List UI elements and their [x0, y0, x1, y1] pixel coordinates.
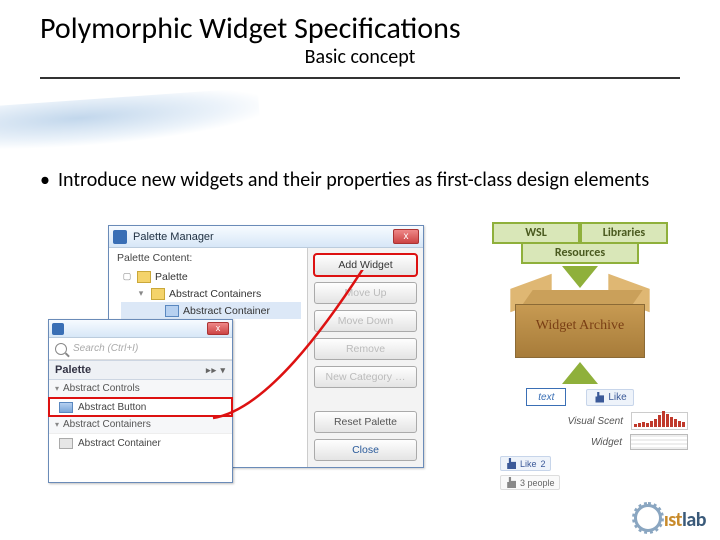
palette-content-label: Palette Content: — [115, 252, 301, 264]
palette-search-panel: x Search (Ctrl+I) Palette ▸▸ ▾ ▾ Abstract… — [48, 319, 233, 483]
chevron-down-icon: ▾ — [55, 384, 59, 393]
chip-libraries: Libraries — [580, 222, 668, 244]
like-button[interactable]: Like — [586, 389, 633, 406]
visual-scent-label: Visual Scent — [568, 416, 623, 427]
category-abstract-containers[interactable]: ▾ Abstract Containers — [49, 416, 232, 434]
tree-root[interactable]: ▢ Palette — [121, 268, 301, 285]
tree-label: Abstract Container — [183, 305, 270, 317]
expander-icon[interactable]: ▢ — [121, 271, 133, 282]
search-panel-titlebar[interactable]: x — [49, 320, 232, 338]
title-underline — [40, 77, 680, 79]
section-label: Palette — [55, 364, 91, 376]
add-widget-button[interactable]: Add Widget — [314, 254, 417, 276]
expander-icon[interactable]: ▾ — [135, 288, 147, 299]
section-controls-icon[interactable]: ▸▸ ▾ — [206, 365, 226, 376]
logo-prefix: ıst — [664, 508, 682, 532]
move-up-button[interactable]: Move Up — [314, 282, 417, 304]
page-subtitle: Basic concept — [40, 45, 680, 69]
close-button[interactable]: Close — [314, 439, 417, 461]
new-category-button[interactable]: New Category … — [314, 366, 417, 388]
decorative-swoosh — [0, 88, 262, 169]
tree-label: Palette — [155, 271, 188, 283]
remove-button[interactable]: Remove — [314, 338, 417, 360]
thumb-icon — [505, 458, 516, 469]
category-label: Abstract Controls — [63, 383, 140, 394]
palette-tree[interactable]: ▢ Palette ▾ Abstract Containers Abstract… — [121, 268, 301, 319]
like-label: Like — [608, 392, 626, 403]
tree-item-selected[interactable]: Abstract Container — [121, 302, 301, 319]
archive-label: Widget Archive — [515, 318, 645, 334]
item-abstract-container[interactable]: Abstract Container — [49, 434, 232, 452]
arrow-down-icon — [562, 266, 598, 288]
container-icon — [59, 438, 73, 449]
window-title: Palette Manager — [133, 231, 214, 243]
tree-label: Abstract Containers — [169, 288, 261, 300]
search-input[interactable]: Search (Ctrl+I) — [49, 338, 232, 360]
page-title: Polymorphic Widget Specifications — [40, 10, 680, 47]
reset-palette-button[interactable]: Reset Palette — [314, 411, 417, 433]
widget-icon — [165, 305, 179, 317]
app-icon — [52, 323, 64, 335]
palette-manager-titlebar[interactable]: Palette Manager x — [109, 226, 423, 248]
chip-resources: Resources — [521, 242, 639, 264]
fb-like-count[interactable]: Like 2 — [500, 456, 551, 471]
category-abstract-controls[interactable]: ▾ Abstract Controls — [49, 380, 232, 398]
like-label: Like — [520, 459, 537, 469]
item-label: Abstract Button — [78, 402, 146, 413]
widget-preview — [630, 434, 688, 450]
like-count: 2 — [541, 459, 546, 469]
folder-icon — [137, 271, 151, 283]
logo-suffix: lab — [682, 508, 706, 532]
diagram-area: WSL Libraries Resources Widget Archive t… — [460, 222, 700, 491]
istlab-logo: ıstlab — [634, 504, 706, 532]
text-chip: text — [526, 388, 566, 406]
search-placeholder: Search (Ctrl+I) — [73, 343, 138, 354]
button-icon — [59, 402, 73, 413]
widget-label: Widget — [591, 437, 622, 448]
palette-section-header[interactable]: Palette ▸▸ ▾ — [49, 360, 232, 380]
people-label: 3 people — [520, 478, 555, 488]
bullet-text: Introduce new widgets and their properti… — [58, 168, 690, 193]
close-icon[interactable]: x — [393, 229, 419, 244]
item-abstract-button[interactable]: Abstract Button — [49, 398, 232, 416]
thumb-icon — [593, 392, 604, 403]
category-label: Abstract Containers — [63, 419, 151, 430]
tree-group[interactable]: ▾ Abstract Containers — [121, 285, 301, 302]
item-label: Abstract Container — [78, 438, 161, 449]
app-icon — [113, 230, 127, 244]
chip-wsl: WSL — [492, 222, 580, 244]
gear-icon — [634, 504, 662, 532]
folder-icon — [151, 288, 165, 300]
arrow-up-icon — [562, 362, 598, 384]
close-icon[interactable]: x — [207, 322, 229, 335]
palette-actions-pane: Add Widget Move Up Move Down Remove New … — [308, 248, 423, 467]
people-icon — [505, 477, 516, 488]
sparkline-chart — [631, 412, 688, 430]
move-down-button[interactable]: Move Down — [314, 310, 417, 332]
fb-people-count: 3 people — [500, 475, 560, 490]
search-icon — [55, 343, 67, 355]
archive-box: Widget Archive — [515, 290, 645, 360]
chevron-down-icon: ▾ — [55, 420, 59, 429]
